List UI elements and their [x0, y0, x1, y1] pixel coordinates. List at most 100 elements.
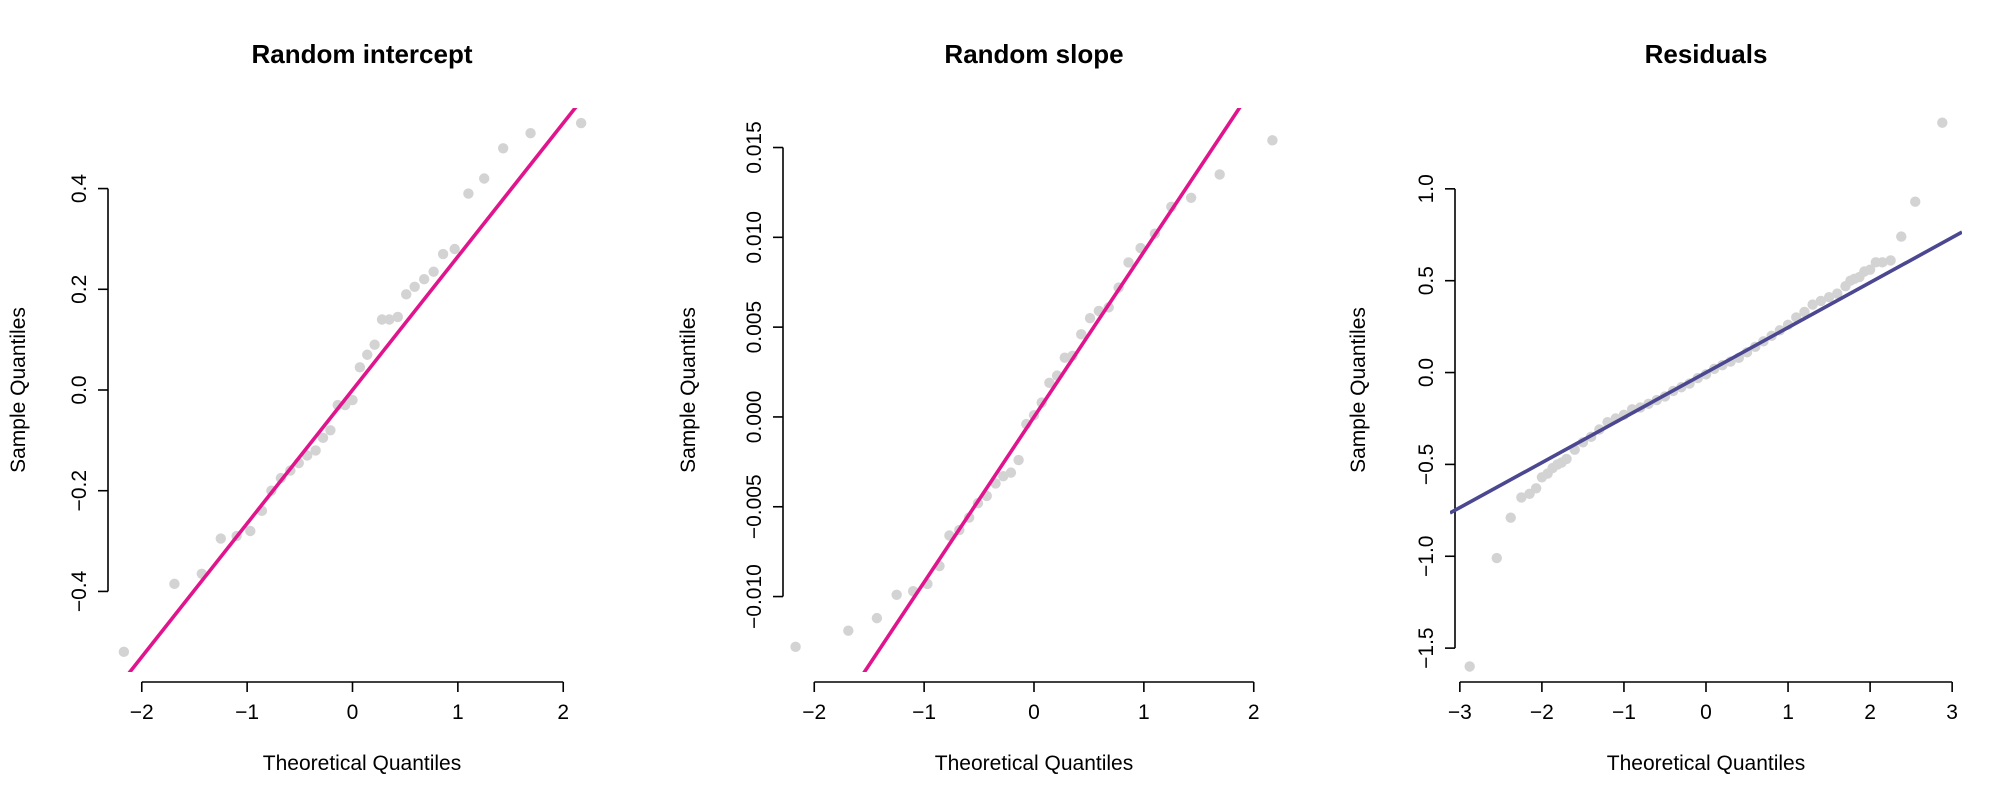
reference-line — [127, 108, 578, 672]
data-point — [871, 612, 883, 624]
axis-ticks: −3 −2 −1 0 1 2 3 −1.5 −1.0 −0.5 0.0 0.5 1.0 — [1415, 174, 1958, 724]
data-point — [310, 445, 321, 456]
reference-line — [862, 108, 1242, 672]
x-tick-label: −2 — [802, 701, 826, 724]
data-point — [1864, 264, 1876, 275]
random-intercept-panel: Random intercept Theoretical Quantiles S… — [7, 39, 587, 775]
axis-ticks: −2 −1 0 1 2 −0.4 −0.2 0.0 0.2 0.4 — [68, 174, 569, 724]
data-point — [437, 248, 449, 260]
x-tick-label: 0 — [347, 701, 359, 724]
data-points — [790, 135, 1278, 653]
data-point — [401, 289, 412, 300]
data-point — [1807, 299, 1818, 310]
data-point — [1561, 453, 1572, 465]
y-tick-label: −0.2 — [68, 470, 91, 511]
data-point — [362, 349, 373, 360]
data-point — [1084, 312, 1096, 324]
y-tick-label: −1.0 — [1415, 536, 1438, 577]
data-point — [347, 394, 358, 406]
x-tick-label: 2 — [557, 701, 569, 724]
x-axis-label: Theoretical Quantiles — [263, 752, 461, 775]
data-point — [525, 127, 536, 139]
data-point — [1044, 377, 1055, 389]
data-point — [376, 314, 388, 325]
x-tick-label: 2 — [1248, 701, 1260, 724]
axis-ticks: −2 −1 0 1 2 −0.010 −0.005 0.000 0.005 0.010 0.015 — [743, 121, 1260, 724]
data-point — [1799, 306, 1810, 318]
y-tick-label: 0.010 — [743, 211, 766, 264]
data-point — [463, 188, 474, 199]
data-point — [1214, 169, 1225, 180]
y-tick-label: 0.015 — [743, 121, 766, 174]
data-point — [1815, 295, 1827, 307]
data-point — [1491, 552, 1502, 564]
data-point — [1076, 329, 1087, 340]
y-tick-label: 1.0 — [1415, 174, 1438, 203]
reference-line-group — [127, 108, 578, 672]
data-point — [1267, 135, 1278, 146]
y-tick-label: −0.5 — [1415, 444, 1438, 485]
data-point — [169, 578, 180, 590]
data-point — [1877, 257, 1888, 268]
data-point — [1885, 255, 1896, 266]
y-tick-label: 0.4 — [68, 174, 91, 204]
residuals-panel: Residuals Theoretical Quantiles Sample Q… — [1347, 39, 1962, 775]
data-point — [575, 117, 587, 129]
panel-title: Residuals — [1645, 39, 1768, 69]
data-point — [479, 173, 490, 184]
x-tick-label: −2 — [1530, 701, 1554, 724]
data-point — [245, 525, 256, 537]
data-point — [1937, 117, 1948, 128]
data-point — [354, 362, 366, 373]
y-axis-label: Sample Quantiles — [7, 307, 30, 473]
y-tick-label: −0.010 — [743, 564, 766, 629]
data-point — [1005, 467, 1017, 478]
data-point — [215, 533, 226, 544]
data-point — [1910, 196, 1921, 207]
y-tick-label: 0.000 — [743, 391, 766, 444]
data-point — [1123, 257, 1134, 268]
data-point — [843, 625, 854, 636]
x-tick-label: −1 — [235, 701, 259, 724]
data-point — [497, 143, 509, 154]
data-point — [418, 274, 430, 285]
data-point — [369, 339, 380, 350]
data-point — [449, 243, 460, 255]
data-point — [891, 589, 902, 600]
data-point — [790, 641, 801, 653]
x-tick-label: 0 — [1700, 701, 1712, 724]
data-point — [384, 314, 395, 325]
x-axis-label: Theoretical Quantiles — [935, 752, 1133, 775]
data-point — [1505, 512, 1516, 523]
y-tick-label: 0.2 — [68, 275, 91, 304]
data-point — [1530, 483, 1542, 494]
y-axis-label: Sample Quantiles — [677, 307, 700, 473]
data-point — [1013, 454, 1024, 466]
data-point — [409, 281, 420, 292]
data-point — [118, 646, 130, 658]
x-tick-label: −3 — [1448, 701, 1472, 724]
data-points — [1464, 117, 1948, 672]
y-tick-label: −0.005 — [743, 474, 766, 539]
y-tick-label: 0.5 — [1415, 266, 1438, 295]
data-point — [325, 425, 336, 436]
y-tick-label: −1.5 — [1415, 627, 1438, 668]
x-tick-label: −1 — [912, 701, 936, 724]
x-axis-label: Theoretical Quantiles — [1607, 752, 1805, 775]
data-point — [1464, 661, 1475, 672]
reference-line — [1450, 230, 1962, 515]
data-point — [428, 266, 439, 277]
y-axis-label: Sample Quantiles — [1347, 307, 1370, 473]
x-tick-label: −2 — [130, 701, 154, 724]
y-tick-label: 0.0 — [68, 375, 91, 404]
y-tick-label: 0.005 — [743, 301, 766, 354]
panel-title: Random intercept — [251, 39, 472, 69]
data-point — [1185, 192, 1197, 204]
data-point — [317, 432, 329, 444]
x-tick-label: 1 — [1138, 701, 1150, 724]
data-point — [1516, 492, 1527, 503]
x-tick-label: 1 — [1782, 701, 1794, 724]
x-tick-label: −1 — [1612, 701, 1636, 724]
data-point — [1832, 288, 1843, 299]
